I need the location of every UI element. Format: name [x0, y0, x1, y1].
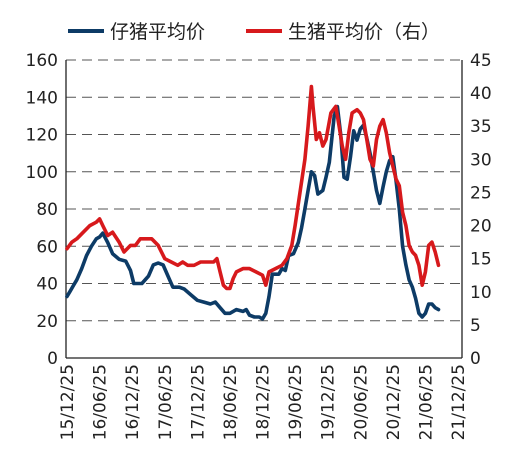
left-tick-label: 60: [36, 237, 58, 257]
right-tick-label: 30: [470, 150, 492, 170]
right-tick-label: 20: [470, 217, 492, 237]
right-tick-label: 35: [470, 117, 492, 137]
x-tick-label: 19/12/25: [319, 364, 339, 440]
x-tick-label: 21/12/25: [449, 364, 469, 440]
left-axis-ticks: 0 20 40 60 80 100 120 140 160: [26, 51, 58, 369]
left-tick-label: 160: [26, 51, 58, 71]
left-tick-label: 140: [26, 88, 58, 108]
axes: [65, 60, 463, 359]
legend: 仔猪平均价 生猪平均价（右）: [68, 21, 440, 43]
right-tick-label: 45: [470, 51, 492, 71]
left-tick-label: 80: [36, 200, 58, 220]
x-tick-label: 15/12/25: [58, 364, 78, 440]
right-tick-label: 40: [470, 84, 492, 104]
x-tick-label: 20/06/25: [351, 364, 371, 440]
left-tick-label: 20: [36, 312, 58, 332]
right-axis-ticks: 0 5 10 15 20 25 30 35 40 45: [470, 51, 492, 369]
x-tick-label: 21/06/25: [416, 364, 436, 440]
x-tick-label: 19/06/25: [286, 364, 306, 440]
series-line-1: [65, 84, 441, 291]
series-lines: [65, 84, 441, 321]
right-tick-label: 25: [470, 183, 492, 203]
right-tick-label: 0: [470, 349, 481, 369]
legend-label-0: 仔猪平均价: [110, 21, 205, 43]
x-tick-label: 17/06/25: [156, 364, 176, 440]
right-tick-label: 5: [470, 316, 481, 336]
x-axis-ticks: 15/12/25 16/06/25 16/12/25 17/06/25 17/12/25…: [58, 364, 469, 440]
left-tick-label: 120: [26, 126, 58, 146]
series-line-0: [65, 104, 441, 321]
legend-label-1: 生猪平均价（右）: [288, 21, 440, 43]
left-tick-label: 0: [47, 349, 58, 369]
x-tick-label: 18/06/25: [221, 364, 241, 440]
x-tick-label: 17/12/25: [188, 364, 208, 440]
left-tick-label: 40: [36, 275, 58, 295]
right-tick-label: 15: [470, 250, 492, 270]
right-tick-label: 10: [470, 283, 492, 303]
x-tick-label: 20/12/25: [384, 364, 404, 440]
x-tick-label: 16/06/25: [91, 364, 111, 440]
left-tick-label: 100: [26, 163, 58, 183]
x-tick-label: 16/12/25: [123, 364, 143, 440]
x-tick-label: 18/12/25: [254, 364, 274, 440]
